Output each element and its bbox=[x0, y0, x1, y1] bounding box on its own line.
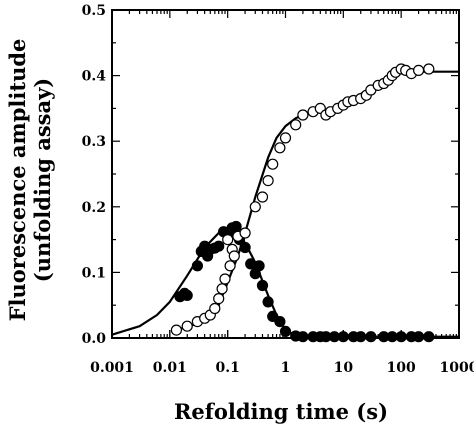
filled-data-point bbox=[239, 241, 251, 254]
tick-labels: 0.001 0.01 0.1 1 10 100 1000 0.0 0.1 0.2 0.3 0.4 0.5 bbox=[82, 3, 474, 376]
filled-data-point bbox=[256, 279, 269, 292]
plot-frame bbox=[111, 9, 460, 339]
filled-data-point bbox=[274, 316, 286, 328]
open-data-point bbox=[262, 175, 274, 187]
x-axis-label: Refolding time (s) bbox=[174, 399, 388, 424]
open-data-point bbox=[279, 132, 292, 144]
y-axis-label-line-2: (unfolding assay) bbox=[30, 78, 55, 282]
filled-data-point bbox=[181, 289, 193, 301]
fit-curves bbox=[111, 70, 459, 338]
open-data-point bbox=[267, 158, 279, 170]
filled-data-point bbox=[262, 296, 274, 308]
x-tick-label: 1000 bbox=[440, 360, 474, 376]
y-tick-label: 0.3 bbox=[82, 134, 106, 150]
x-tick-label: 0.001 bbox=[90, 360, 134, 376]
x-tick-label: 10 bbox=[334, 360, 354, 376]
y-tick-label: 0.1 bbox=[82, 265, 106, 281]
y-tick-label: 0.2 bbox=[82, 200, 106, 216]
fit-curve bbox=[111, 230, 459, 338]
open-data-point bbox=[297, 109, 309, 121]
open-data-point bbox=[290, 119, 302, 131]
filled-data-point bbox=[213, 240, 225, 252]
open-data-point bbox=[222, 234, 234, 246]
open-data-point bbox=[423, 63, 435, 75]
open-data-point bbox=[216, 283, 228, 295]
open-data-point bbox=[219, 273, 231, 285]
x-tick-label: 1 bbox=[281, 360, 291, 376]
x-tick-label: 100 bbox=[387, 360, 416, 376]
axis-ticks bbox=[111, 9, 460, 339]
x-tick-label: 0.01 bbox=[153, 360, 187, 376]
x-tick-label: 0.1 bbox=[215, 360, 239, 376]
y-axis-label-line-1: Fluorescence amplitude bbox=[5, 39, 30, 322]
plot-border bbox=[111, 9, 460, 339]
open-data-point bbox=[224, 260, 236, 272]
open-data-point bbox=[181, 320, 193, 332]
y-tick-label: 0.4 bbox=[82, 69, 107, 85]
open-data-point bbox=[256, 191, 269, 203]
open-data-point bbox=[239, 227, 251, 239]
filled-data-point bbox=[191, 260, 203, 272]
y-tick-label: 0.5 bbox=[82, 3, 106, 19]
open-data-point bbox=[170, 324, 182, 336]
open-data-point bbox=[209, 302, 221, 315]
open-data-point bbox=[274, 142, 286, 154]
open-data-point bbox=[228, 250, 240, 262]
y-tick-label: 0.0 bbox=[82, 331, 107, 347]
filled-data-point bbox=[230, 220, 242, 233]
filled-data-point bbox=[253, 260, 265, 272]
data-points bbox=[170, 63, 435, 343]
open-data-point bbox=[213, 293, 225, 305]
open-data-point bbox=[413, 64, 425, 77]
open-data-point bbox=[249, 201, 261, 213]
